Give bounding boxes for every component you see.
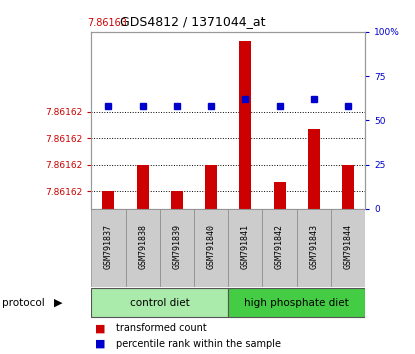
- Bar: [331, 209, 365, 287]
- Bar: [91, 209, 126, 287]
- FancyBboxPatch shape: [91, 288, 228, 317]
- Text: GDS4812 / 1371044_at: GDS4812 / 1371044_at: [120, 15, 266, 28]
- Text: protocol: protocol: [2, 298, 45, 308]
- Bar: [263, 209, 297, 287]
- Text: GSM791844: GSM791844: [344, 224, 353, 269]
- Text: GSM791843: GSM791843: [309, 224, 318, 269]
- Text: ■: ■: [95, 323, 106, 333]
- Bar: [342, 165, 354, 209]
- Text: GSM791841: GSM791841: [241, 224, 250, 269]
- Bar: [205, 165, 217, 209]
- Bar: [273, 182, 286, 209]
- Bar: [137, 165, 149, 209]
- Text: percentile rank within the sample: percentile rank within the sample: [116, 339, 281, 349]
- Bar: [228, 209, 262, 287]
- Bar: [103, 191, 115, 209]
- Bar: [297, 209, 331, 287]
- Bar: [160, 209, 194, 287]
- Text: GSM791838: GSM791838: [138, 224, 147, 269]
- Text: GSM791837: GSM791837: [104, 224, 113, 269]
- Bar: [126, 209, 160, 287]
- Text: high phosphate diet: high phosphate diet: [244, 298, 349, 308]
- Text: GSM791840: GSM791840: [207, 224, 216, 269]
- Bar: [308, 129, 320, 209]
- Bar: [239, 41, 251, 209]
- Text: transformed count: transformed count: [116, 323, 207, 333]
- Text: ■: ■: [95, 339, 106, 349]
- FancyBboxPatch shape: [228, 288, 365, 317]
- Text: control diet: control diet: [130, 298, 190, 308]
- Text: ▶: ▶: [54, 298, 62, 308]
- Text: GSM791842: GSM791842: [275, 224, 284, 269]
- Bar: [194, 209, 228, 287]
- Text: 7.86163: 7.86163: [87, 18, 127, 28]
- Bar: [171, 191, 183, 209]
- Text: GSM791839: GSM791839: [172, 224, 181, 269]
